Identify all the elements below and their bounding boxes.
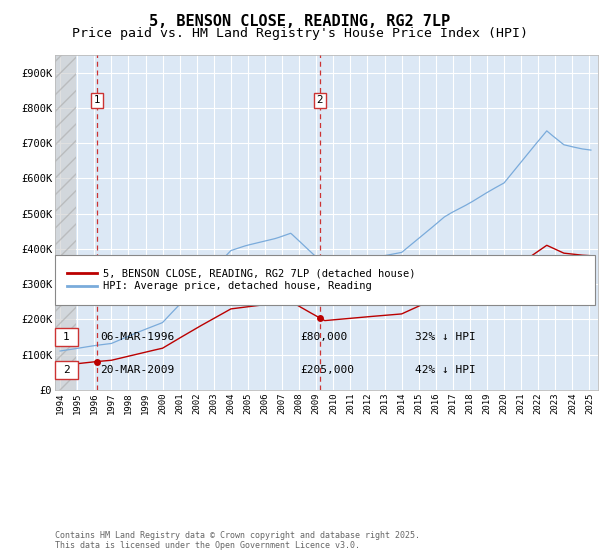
Text: HPI: Average price, detached house, Reading: HPI: Average price, detached house, Read… [103, 281, 372, 291]
Text: £205,000: £205,000 [300, 365, 354, 375]
Text: 1: 1 [63, 332, 70, 342]
Text: 2: 2 [317, 95, 323, 105]
Text: £80,000: £80,000 [300, 332, 347, 342]
Text: 5, BENSON CLOSE, READING, RG2 7LP (detached house): 5, BENSON CLOSE, READING, RG2 7LP (detac… [103, 268, 415, 278]
Text: 2: 2 [63, 365, 70, 375]
Bar [55, 55, 76, 390]
Text: 06-MAR-1996: 06-MAR-1996 [100, 332, 174, 342]
Text: 1: 1 [94, 95, 101, 105]
Text: Contains HM Land Registry data © Crown copyright and database right 2025.
This d: Contains HM Land Registry data © Crown c… [55, 531, 420, 550]
Text: 20-MAR-2009: 20-MAR-2009 [100, 365, 174, 375]
Text: 42% ↓ HPI: 42% ↓ HPI [415, 365, 476, 375]
Text: Price paid vs. HM Land Registry's House Price Index (HPI): Price paid vs. HM Land Registry's House … [72, 27, 528, 40]
Text: 5, BENSON CLOSE, READING, RG2 7LP: 5, BENSON CLOSE, READING, RG2 7LP [149, 14, 451, 29]
Text: 32% ↓ HPI: 32% ↓ HPI [415, 332, 476, 342]
